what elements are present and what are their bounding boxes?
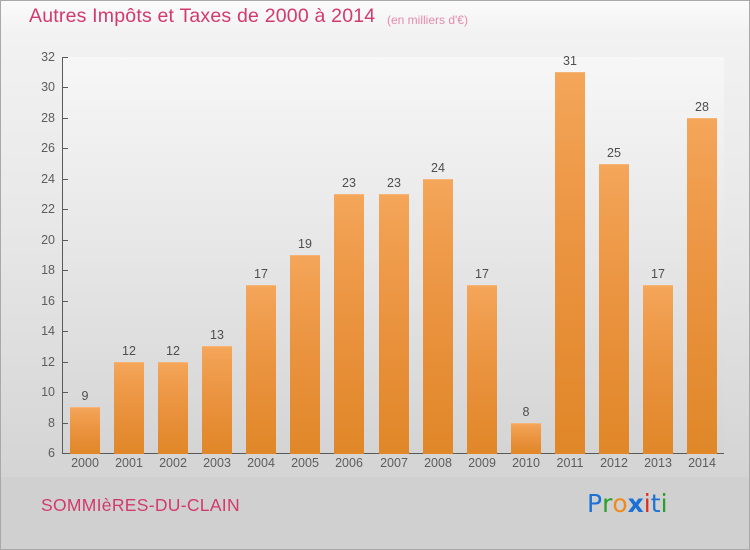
bar-value-label: 17 <box>254 267 268 281</box>
y-axis-label: 20 <box>41 233 55 247</box>
bar[interactable] <box>511 423 541 454</box>
bar[interactable] <box>467 285 497 454</box>
y-axis-label: 12 <box>41 355 55 369</box>
y-axis-tick <box>63 148 68 149</box>
x-axis-label: 2005 <box>291 456 319 470</box>
logo-letter-o: o <box>612 489 628 518</box>
bar-value-label: 24 <box>431 161 445 175</box>
y-axis-label: 22 <box>41 202 55 216</box>
logo-letter-p: P <box>587 489 603 518</box>
logo-letter-t: t <box>650 489 661 518</box>
bar[interactable] <box>379 194 409 454</box>
chart-header: Autres Impôts et Taxes de 2000 à 2014 (e… <box>1 1 749 37</box>
bar-value-label: 19 <box>298 237 312 251</box>
x-axis-label: 2003 <box>203 456 231 470</box>
bar-value-label: 12 <box>166 344 180 358</box>
x-axis-label: 2008 <box>424 456 452 470</box>
page-title: Autres Impôts et Taxes de 2000 à 2014 <box>29 5 376 27</box>
x-axis-label: 2004 <box>247 456 275 470</box>
bar[interactable] <box>158 362 188 454</box>
y-axis-label: 28 <box>41 111 55 125</box>
x-axis-label: 2006 <box>335 456 363 470</box>
bar[interactable] <box>599 164 629 454</box>
y-axis-label: 16 <box>41 294 55 308</box>
y-axis-tick <box>63 423 68 424</box>
y-axis-tick <box>63 362 68 363</box>
chart-subtitle: (en milliers d'€) <box>387 13 468 27</box>
y-axis-tick <box>63 87 68 88</box>
bar-value-label: 28 <box>695 100 709 114</box>
bar[interactable] <box>555 72 585 454</box>
logo-letter-i-first: i <box>643 489 651 518</box>
y-axis-tick <box>63 179 68 180</box>
y-axis-tick <box>63 270 68 271</box>
y-axis-label: 24 <box>41 172 55 186</box>
proxiti-logo[interactable]: Proxiti <box>587 489 668 518</box>
y-axis-tick <box>63 118 68 119</box>
y-axis-tick <box>63 240 68 241</box>
bar[interactable] <box>290 255 320 454</box>
y-axis-label: 18 <box>41 263 55 277</box>
bar-value-label: 17 <box>651 267 665 281</box>
y-axis-label: 6 <box>48 446 55 460</box>
chart-footer: SOMMIèRES-DU-CLAIN Proxiti <box>1 477 749 549</box>
x-axis-label: 2010 <box>512 456 540 470</box>
bar[interactable] <box>334 194 364 454</box>
x-axis-label: 2000 <box>71 456 99 470</box>
x-axis-label: 2007 <box>380 456 408 470</box>
logo-letter-i-second: i <box>660 489 668 518</box>
y-axis-tick <box>63 331 68 332</box>
bar[interactable] <box>114 362 144 454</box>
bar[interactable] <box>246 285 276 454</box>
bar[interactable] <box>643 285 673 454</box>
bar[interactable] <box>423 179 453 454</box>
y-axis-tick <box>63 301 68 302</box>
bar-value-label: 25 <box>607 146 621 160</box>
bar[interactable] <box>70 407 100 454</box>
x-axis-label: 2011 <box>556 456 584 470</box>
x-axis-label: 2009 <box>468 456 496 470</box>
x-axis-label: 2002 <box>159 456 187 470</box>
logo-letter-r: r <box>602 489 613 518</box>
y-axis-label: 30 <box>41 80 55 94</box>
bar-value-label: 12 <box>122 344 136 358</box>
bar-value-label: 31 <box>563 54 577 68</box>
y-axis-label: 14 <box>41 324 55 338</box>
y-axis-label: 8 <box>48 416 55 430</box>
bar-value-label: 13 <box>210 328 224 342</box>
x-axis-label: 2012 <box>600 456 628 470</box>
bar-value-label: 17 <box>475 267 489 281</box>
logo-letter-x: x <box>627 489 644 518</box>
y-axis-tick <box>63 392 68 393</box>
y-axis-tick <box>63 209 68 210</box>
commune-name: SOMMIèRES-DU-CLAIN <box>41 495 240 515</box>
bar-value-label: 9 <box>81 389 89 403</box>
x-axis-label: 2001 <box>115 456 143 470</box>
y-axis-line <box>62 57 63 454</box>
bar-value-label: 8 <box>522 405 530 419</box>
y-axis-label: 32 <box>41 50 55 64</box>
y-axis-label: 10 <box>41 385 55 399</box>
bar-value-label: 23 <box>387 176 401 190</box>
y-axis-label: 26 <box>41 141 55 155</box>
bar[interactable] <box>687 118 717 454</box>
x-axis-label: 2014 <box>688 456 716 470</box>
y-axis-tick <box>63 453 68 454</box>
x-axis-label: 2013 <box>644 456 672 470</box>
y-axis-tick <box>63 57 68 58</box>
bar-value-label: 23 <box>342 176 356 190</box>
bar[interactable] <box>202 346 232 454</box>
